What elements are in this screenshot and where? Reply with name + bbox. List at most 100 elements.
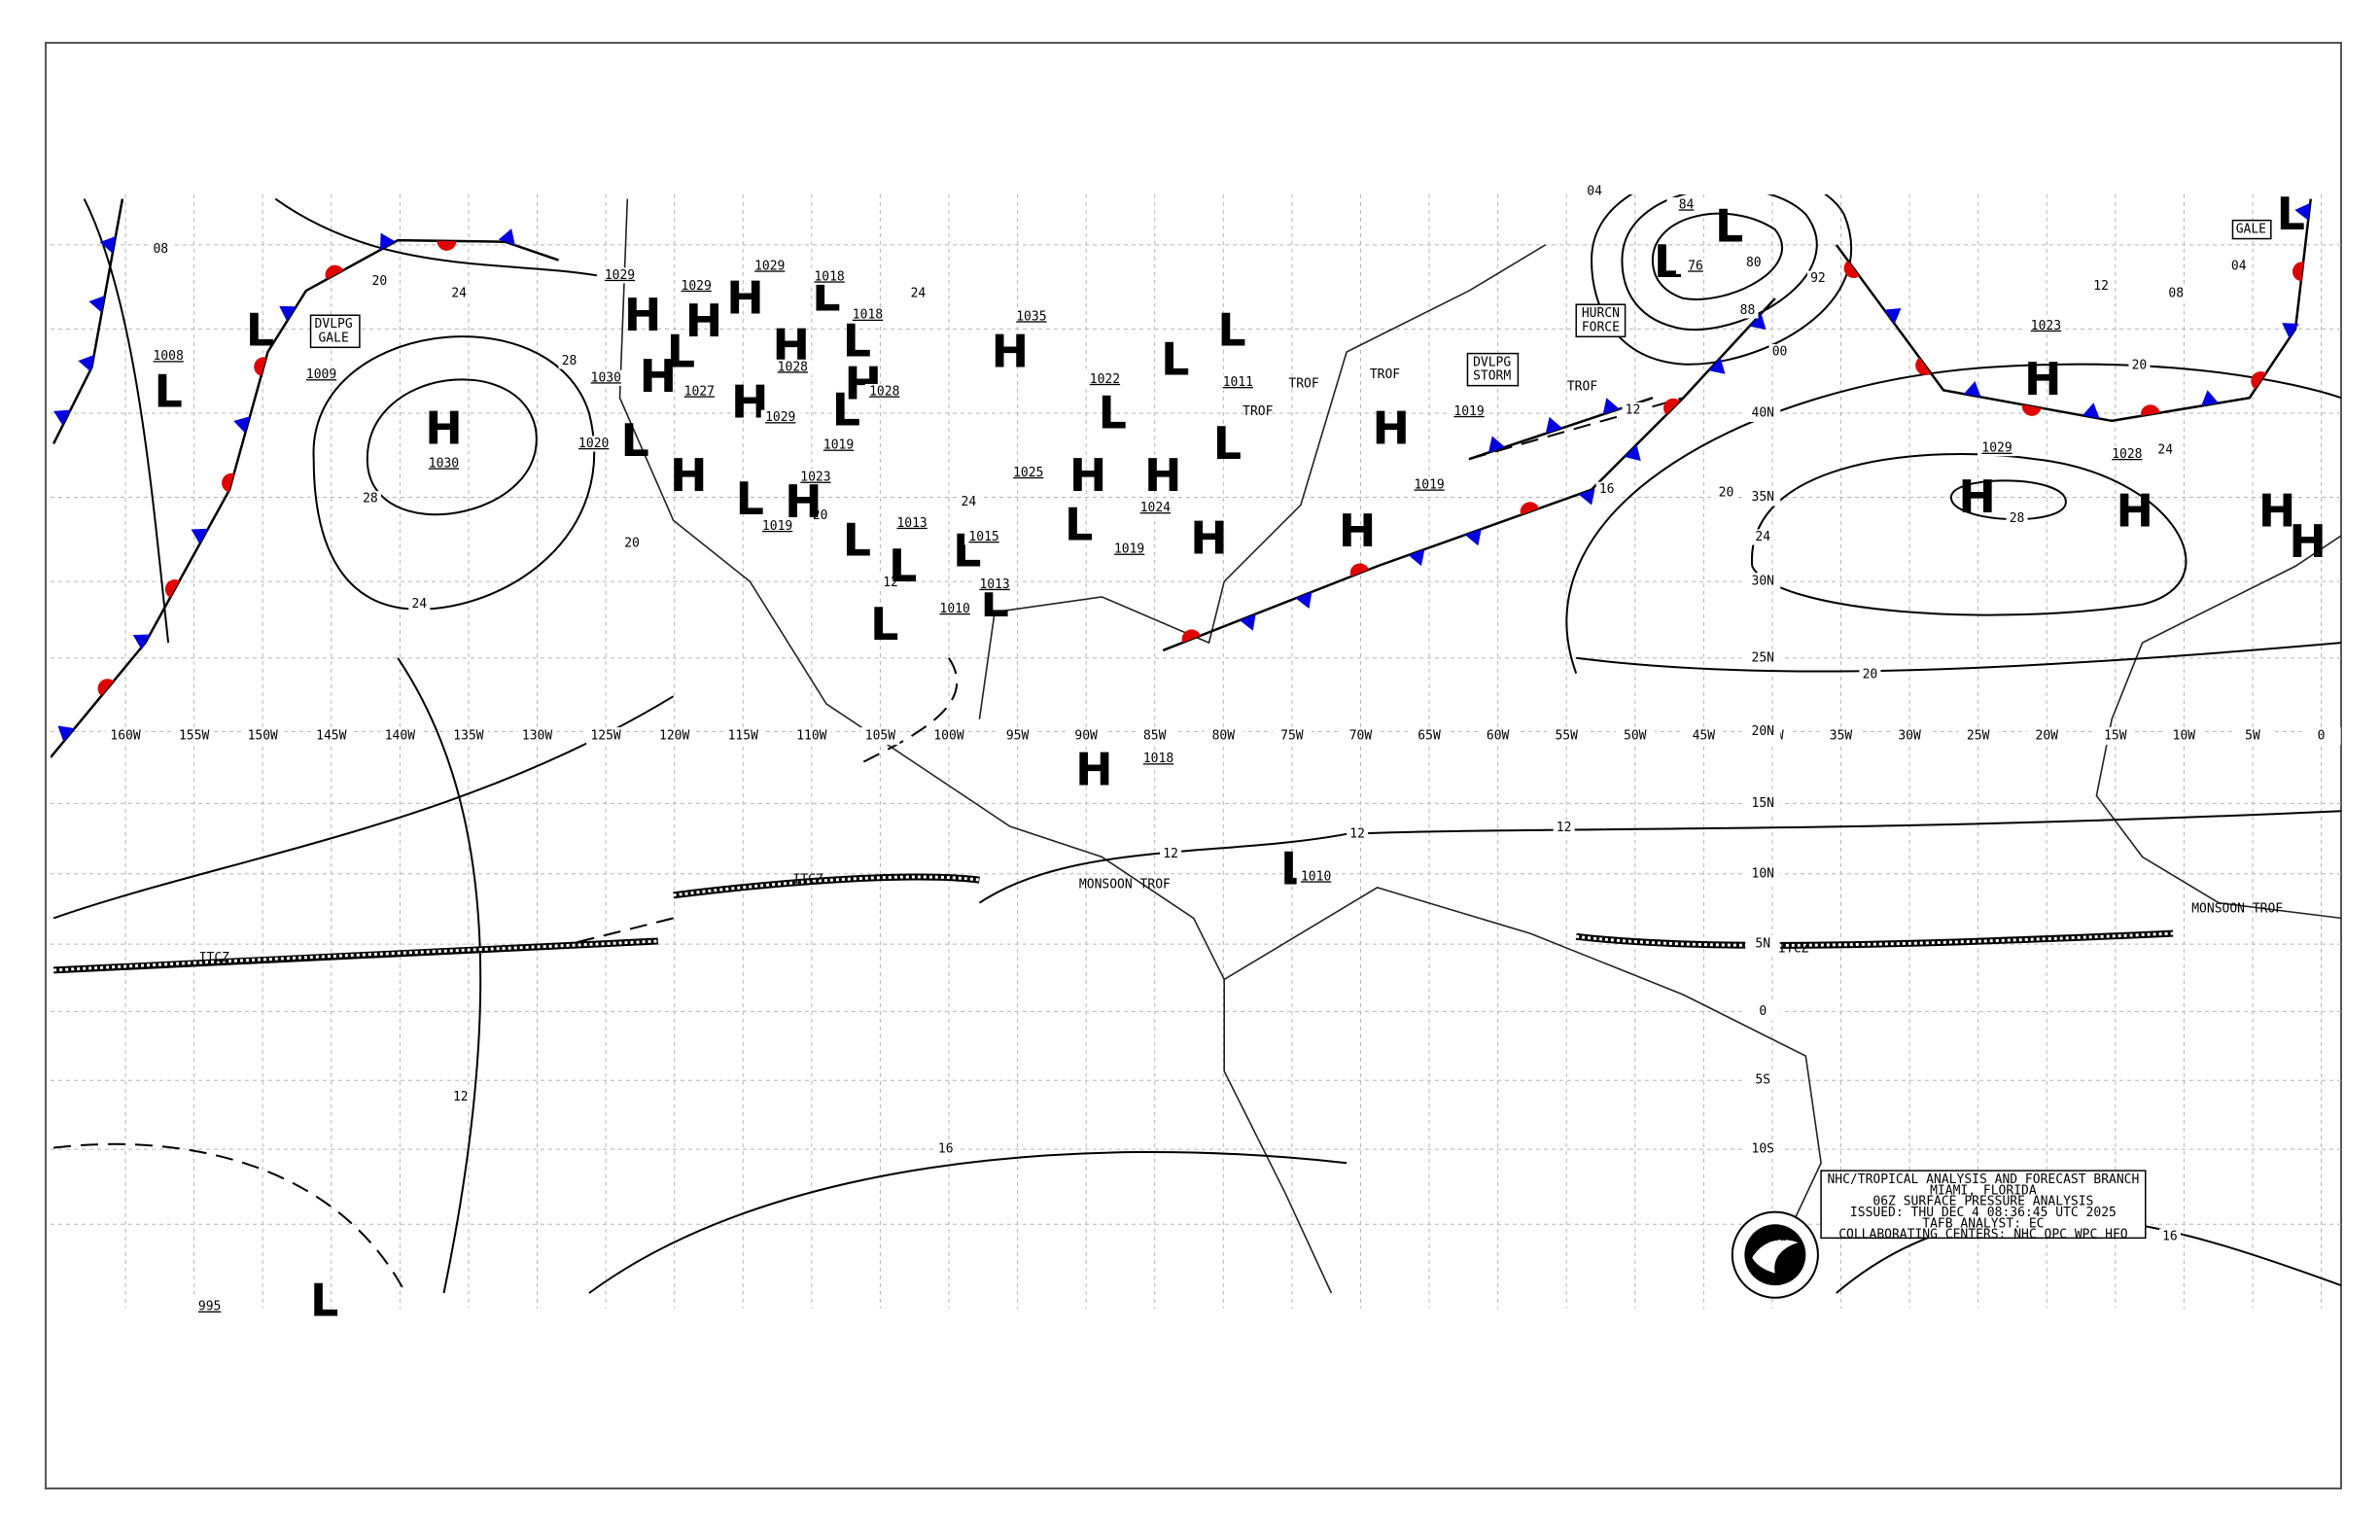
latitude-label: 5N <box>1755 937 1770 952</box>
isobar-label: 92 <box>1810 271 1826 286</box>
longitude-label: 65W <box>1418 729 1441 744</box>
annotation: DVLPG <box>1473 356 1511 370</box>
center-pressure: 1019 <box>1453 404 1484 419</box>
latitude-label: 10S <box>1752 1142 1774 1157</box>
cold-front-pip <box>1624 444 1641 462</box>
isobar-label: 24 <box>2157 442 2173 457</box>
isobar-label: 28 <box>2010 511 2025 526</box>
low-center: L <box>843 315 871 368</box>
warm-front-pip <box>222 472 234 493</box>
center-pressure: 1013 <box>896 516 927 531</box>
cold-front-pip <box>2282 323 2299 338</box>
longitude-label: 90W <box>1074 729 1098 744</box>
label-bg <box>1684 727 1724 746</box>
isobar <box>52 695 675 920</box>
warm-front-pip <box>97 679 114 696</box>
warm-front-pip <box>1520 502 1540 515</box>
cold-front-pip <box>2201 390 2219 406</box>
center-pressure: 1008 <box>153 349 183 364</box>
label-bg <box>1450 403 1489 420</box>
isobar-label: 24 <box>411 597 427 612</box>
trough <box>550 917 674 950</box>
label-bg <box>2095 727 2135 746</box>
itcz-inner <box>1576 931 2174 947</box>
low-center: L <box>621 414 649 467</box>
label-bg <box>449 1089 472 1105</box>
label-bg <box>1768 344 1791 361</box>
label-bg <box>680 383 719 400</box>
high-center: H <box>1075 743 1113 795</box>
isobar-label: 24 <box>1755 530 1770 544</box>
itcz-inner <box>673 875 980 897</box>
center-pressure: 1028 <box>2112 447 2142 462</box>
info-line: NHC/TROPICAL ANALYSIS AND FORECAST BRANC… <box>1827 1172 2139 1187</box>
label-bg <box>600 267 640 284</box>
isobar <box>83 198 170 644</box>
longitude-label: 95W <box>1006 729 1030 744</box>
high-center: H <box>425 402 463 454</box>
label-bg <box>1218 374 1258 391</box>
label-bg <box>1745 648 1781 667</box>
annotation-box <box>309 314 361 349</box>
warm-front-pip <box>325 264 344 280</box>
annotation: MONSOON TROF <box>1079 877 1171 892</box>
label-bg <box>760 409 800 426</box>
isobar-label: 12 <box>883 576 898 590</box>
logo-text: NOAA <box>1759 1229 1792 1244</box>
center-pressure: 1028 <box>869 384 899 399</box>
label-bg <box>1341 727 1381 746</box>
front-line <box>1162 298 1776 652</box>
annotation: FORCE <box>1582 320 1620 334</box>
high-center: H <box>1373 402 1411 454</box>
annotation: GALE <box>2236 223 2266 237</box>
label-bg <box>1745 488 1781 507</box>
info-line: ISSUED: THU DEC 4 08:36:45 UTC 2025 <box>1850 1206 2117 1220</box>
low-center: L <box>1280 843 1309 895</box>
high-center: H <box>640 350 678 402</box>
label-bg <box>1553 820 1575 836</box>
label-bg <box>150 241 172 258</box>
low-center: L <box>310 1275 338 1327</box>
warm-front-pip <box>1843 260 1860 278</box>
label-bg <box>1745 935 1781 954</box>
label-bg <box>190 1299 229 1315</box>
label-bg <box>998 727 1037 746</box>
annotation-box <box>1575 303 1627 338</box>
high-center: H <box>2289 515 2327 568</box>
low-center: L <box>832 383 860 436</box>
high-center: H <box>624 289 662 341</box>
cold-front-pip <box>279 305 297 322</box>
label-bg <box>1085 371 1125 388</box>
center-pressure: 1023 <box>800 471 830 485</box>
label-bg <box>1752 529 1774 545</box>
label-bg <box>448 286 471 302</box>
label-bg <box>1296 868 1336 885</box>
cold-front-pip <box>1578 488 1595 506</box>
longitude-label: 145W <box>316 729 346 744</box>
isobar-label: 80 <box>1746 256 1762 270</box>
high-center: H <box>992 326 1030 378</box>
label-bg <box>934 1141 957 1158</box>
isobar <box>397 657 482 1294</box>
latitude-label: 10N <box>1752 866 1774 881</box>
cold-front-pip <box>88 295 105 313</box>
high-center: H <box>670 449 708 502</box>
cold-front-pip <box>1884 308 1902 325</box>
center-pressure: 1029 <box>605 268 635 283</box>
label-bg <box>1410 476 1450 493</box>
cold-front-pip <box>2294 202 2311 221</box>
label-bg <box>1736 302 1759 319</box>
isobar-label: 16 <box>938 1142 954 1157</box>
high-center: H <box>1958 471 1996 523</box>
label-bg <box>1622 402 1644 418</box>
annotation: TROF <box>1242 404 1273 419</box>
longitude-label: 115W <box>728 729 758 744</box>
annotation: GALE <box>318 331 348 345</box>
label-bg <box>106 727 146 746</box>
isobar-label: 20 <box>372 274 388 289</box>
center-pressure: 1010 <box>1301 869 1331 884</box>
longitude-label: 110W <box>796 729 826 744</box>
center-pressure: 1024 <box>1140 501 1171 515</box>
isobar-label: 12 <box>1163 847 1178 861</box>
